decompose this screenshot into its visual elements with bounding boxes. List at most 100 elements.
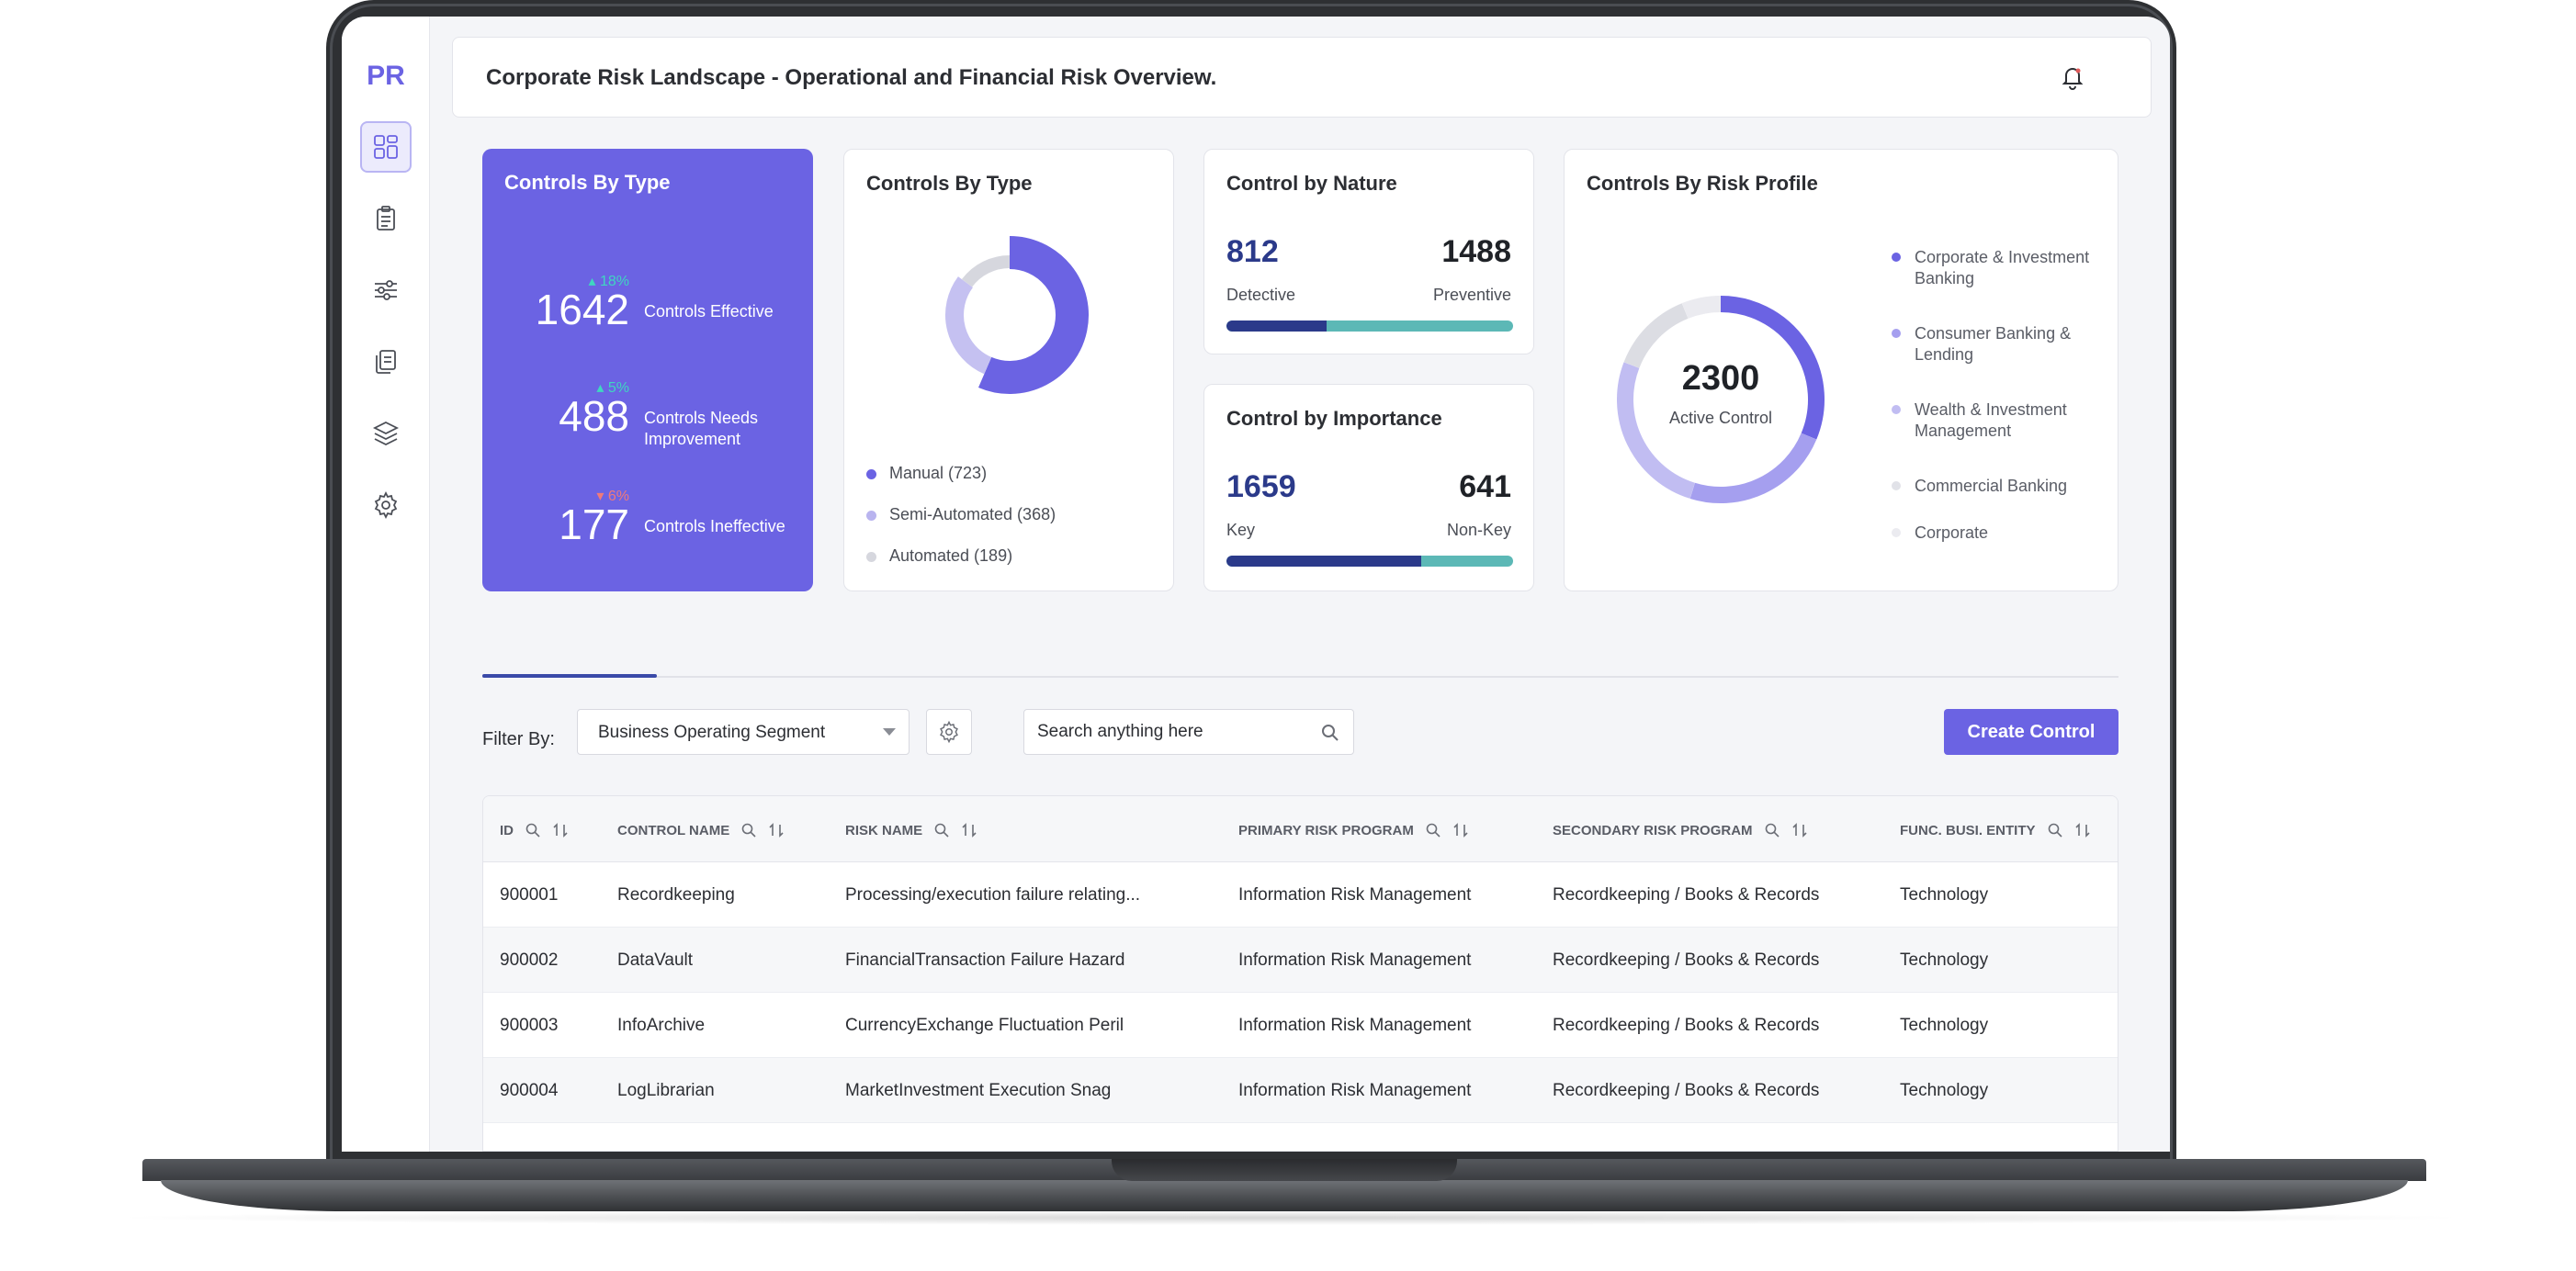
search-box	[1023, 709, 1354, 755]
column-header-secondary-risk-program[interactable]: SECONDARY RISK PROGRAM	[1553, 822, 1808, 838]
app-logo: PR	[367, 61, 405, 91]
donut-slice-manual[interactable]	[978, 236, 1089, 394]
gear-icon	[374, 490, 398, 520]
importance-ratio-bar	[1226, 556, 1513, 567]
donut-slice-consumer-banking-lending[interactable]	[1689, 433, 1817, 503]
gear-icon	[940, 720, 958, 744]
sort-arrows-icon[interactable]	[2074, 822, 2091, 838]
cell-control-name: DataVault	[617, 950, 694, 970]
column-search-icon[interactable]	[933, 822, 950, 838]
legend-item-consumer-banking-lending: Consumer Banking & Lending	[1892, 323, 2094, 366]
cell-control-name: LogLibrarian	[617, 1081, 715, 1100]
cell-secondary-risk-program: Recordkeeping / Books & Records	[1553, 885, 1820, 905]
sidebar-item-settings[interactable]	[360, 479, 412, 531]
cell-func-busi-entity: Technology	[1900, 1081, 1989, 1100]
cell-risk-name: Processing/execution failure relating...	[845, 885, 1141, 905]
sort-arrows-icon[interactable]	[552, 822, 569, 838]
controls-effectiveness-card: Controls By Type ▴ 18% 1642 Controls Eff…	[482, 149, 813, 591]
cell-id: 900001	[500, 885, 559, 905]
legend-item-corporate-investment-banking: Corporate & Investment Banking	[1892, 247, 2094, 289]
table-row[interactable]: 900004 LogLibrarian MarketInvestment Execu…	[483, 1058, 2118, 1123]
non-key-label: Non-Key	[1446, 521, 1511, 539]
sort-arrows-icon[interactable]	[1791, 822, 1808, 838]
table-row[interactable]: 900003 InfoArchive CurrencyExchange Fluctu…	[483, 993, 2118, 1058]
donut-slice-corporate-investment-banking[interactable]	[1720, 296, 1825, 440]
column-header-risk-name[interactable]: RISK NAME	[845, 822, 977, 838]
column-search-icon[interactable]	[2047, 822, 2063, 838]
create-control-button[interactable]: Create Control	[1944, 709, 2118, 755]
cell-primary-risk-program: Information Risk Management	[1238, 1016, 1472, 1035]
column-search-icon[interactable]	[1425, 822, 1441, 838]
search-input[interactable]	[1037, 719, 1313, 745]
table-row[interactable]: 900002 DataVault FinancialTransaction Fail…	[483, 928, 2118, 993]
dashboard-grid-icon	[374, 135, 398, 159]
key-value: 1659	[1226, 469, 1296, 504]
active-control-value: 2300	[1681, 359, 1760, 398]
detective-value: 812	[1226, 234, 1279, 269]
caret-down-icon	[883, 728, 896, 736]
card-title: Control by Importance	[1226, 407, 1442, 430]
cell-secondary-risk-program: Recordkeeping / Books & Records	[1553, 950, 1820, 970]
page-header: Corporate Risk Landscape - Operational a…	[452, 37, 2152, 118]
column-search-icon[interactable]	[1764, 822, 1780, 838]
cell-risk-name: CurrencyExchange Fluctuation Peril	[845, 1016, 1124, 1035]
sidebar-item-clipboard[interactable]	[360, 193, 412, 244]
stat-controls-ineffective: ▾ 6% 177 Controls Ineffective	[482, 487, 813, 579]
cell-risk-name: MarketInvestment Execution Snag	[845, 1081, 1112, 1100]
cell-risk-name: FinancialTransaction Failure Hazard	[845, 950, 1125, 970]
stat-value: 1642	[535, 286, 629, 333]
nature-ratio-bar	[1226, 321, 1513, 332]
active-tab-indicator[interactable]	[482, 674, 657, 678]
column-header-primary-risk-program[interactable]: PRIMARY RISK PROGRAM	[1238, 822, 1469, 838]
filter-select[interactable]: Business Operating Segment	[577, 709, 910, 755]
card-title: Control by Nature	[1226, 172, 1397, 195]
filter-label: Filter By:	[482, 729, 555, 749]
sort-arrows-icon[interactable]	[961, 822, 977, 838]
importance-ratio-bar-fill	[1226, 556, 1422, 567]
preventive-value: 1488	[1441, 234, 1511, 269]
sidebar-item-dashboard[interactable]	[360, 121, 412, 173]
trend-up-indicator: ▴ 18%	[588, 274, 629, 289]
donut-slice-wealth-investment-management[interactable]	[1617, 362, 1696, 499]
key-label: Key	[1226, 521, 1256, 539]
table-row[interactable]: 900001 Recordkeeping Processing/execution …	[483, 862, 2118, 928]
sidebar-item-documents[interactable]	[360, 336, 412, 388]
column-search-icon[interactable]	[740, 822, 757, 838]
stat-value: 488	[559, 392, 629, 440]
card-title: Controls By Type	[866, 172, 1033, 195]
notification-bell-icon[interactable]	[2059, 63, 2086, 91]
laptop-hinge-notch	[1112, 1159, 1457, 1181]
control-by-importance-card: Control by Importance 1659 641 Key Non-K…	[1203, 384, 1534, 591]
tab-bar	[482, 676, 2118, 678]
sidebar-item-filters[interactable]	[360, 264, 412, 316]
column-header-label: ID	[500, 822, 514, 838]
donut-slice-corporate[interactable]	[1681, 296, 1722, 319]
stat-label: Controls Ineffective	[644, 517, 785, 535]
search-icon[interactable]	[1320, 723, 1340, 743]
legend-item-automated: Automated (189)	[866, 546, 1012, 566]
donut-slice-automated[interactable]	[961, 255, 1011, 287]
cell-primary-risk-program: Information Risk Management	[1238, 885, 1472, 905]
column-header-id[interactable]: ID	[500, 822, 569, 838]
layers-icon	[372, 421, 400, 446]
cell-id: 900004	[500, 1081, 559, 1100]
donut-slice-semi-automated[interactable]	[945, 276, 992, 375]
table-settings-button[interactable]	[926, 709, 972, 755]
card-title: Controls By Risk Profile	[1587, 172, 1818, 195]
controls-table: ID CONTROL NAME RISK NAME PRIMARY RISK PROG…	[482, 795, 2118, 1152]
clipboard-icon	[377, 206, 395, 231]
sidebar-item-layers[interactable]	[360, 408, 412, 459]
column-header-func-busi-entity[interactable]: FUNC. BUSI. ENTITY	[1900, 822, 2091, 838]
column-search-icon[interactable]	[525, 822, 541, 838]
laptop-shadow	[101, 1210, 2480, 1225]
column-header-control-name[interactable]: CONTROL NAME	[617, 822, 785, 838]
sort-arrows-icon[interactable]	[768, 822, 785, 838]
column-header-label: SECONDARY RISK PROGRAM	[1553, 822, 1753, 838]
cell-func-busi-entity: Technology	[1900, 950, 1989, 970]
donut-slice-commercial-banking[interactable]	[1623, 303, 1689, 368]
legend-item-wealth-investment-management: Wealth & Investment Management	[1892, 399, 2094, 442]
detective-label: Detective	[1226, 286, 1296, 304]
sort-arrows-icon[interactable]	[1452, 822, 1469, 838]
controls-by-type-donut-chart	[945, 236, 1089, 394]
stat-label: Controls Effective	[644, 302, 774, 321]
